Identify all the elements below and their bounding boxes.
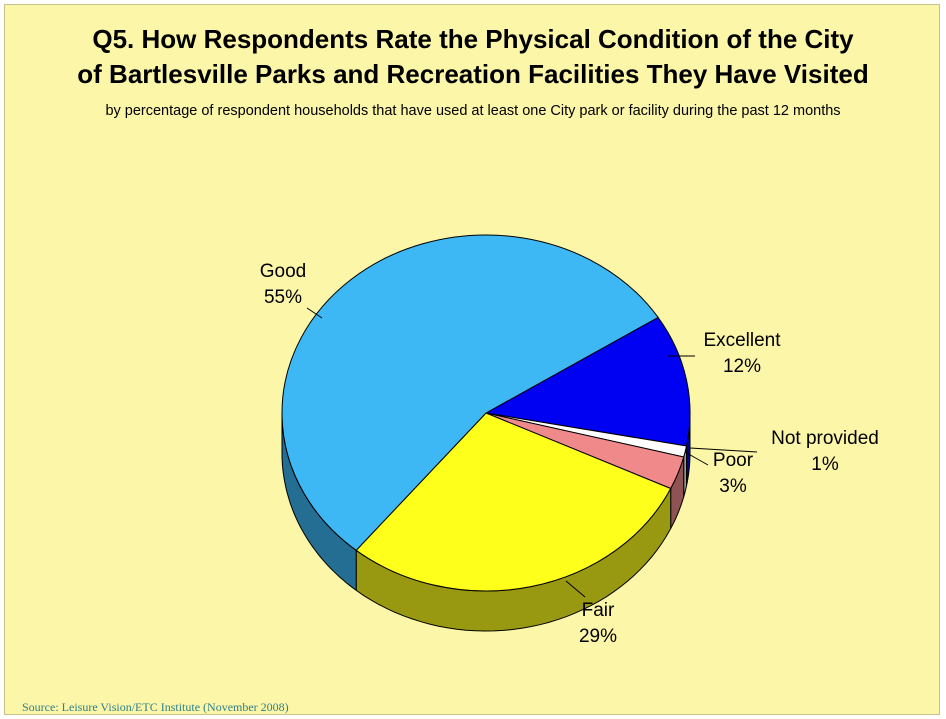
chart-title-line-2: of Bartlesville Parks and Recreation Fac… — [77, 59, 869, 89]
leader-line-fair — [565, 580, 586, 598]
pie-slice-excellent — [484, 316, 691, 447]
pie-leader-lines — [306, 307, 758, 598]
source-note: Source: Leisure Vision/ETC Institute (No… — [22, 700, 289, 714]
slice-value-poor: 3% — [719, 476, 747, 497]
chart-subtitle: by percentage of respondent households t… — [105, 103, 841, 119]
slice-label-good: Good — [260, 261, 306, 282]
leader-line-good — [306, 307, 323, 319]
slice-label-fair: Fair — [582, 600, 615, 621]
pie-slice-good — [281, 234, 659, 551]
slice-value-fair: 29% — [579, 626, 617, 647]
slice-label-not-provided: Not provided — [771, 428, 879, 449]
slice-value-good: 55% — [264, 287, 302, 308]
chart-title-line-1: Q5. How Respondents Rate the Physical Co… — [92, 24, 854, 54]
slice-value-not-provided: 1% — [811, 454, 839, 475]
slice-label-poor: Poor — [713, 450, 754, 471]
leader-line-not-provided — [689, 447, 758, 453]
leader-line-poor — [684, 451, 709, 466]
slice-value-excellent: 12% — [723, 356, 761, 377]
slice-label-excellent: Excellent — [703, 330, 781, 351]
pie-slices — [281, 234, 691, 592]
pie-slice-fair — [355, 412, 672, 592]
